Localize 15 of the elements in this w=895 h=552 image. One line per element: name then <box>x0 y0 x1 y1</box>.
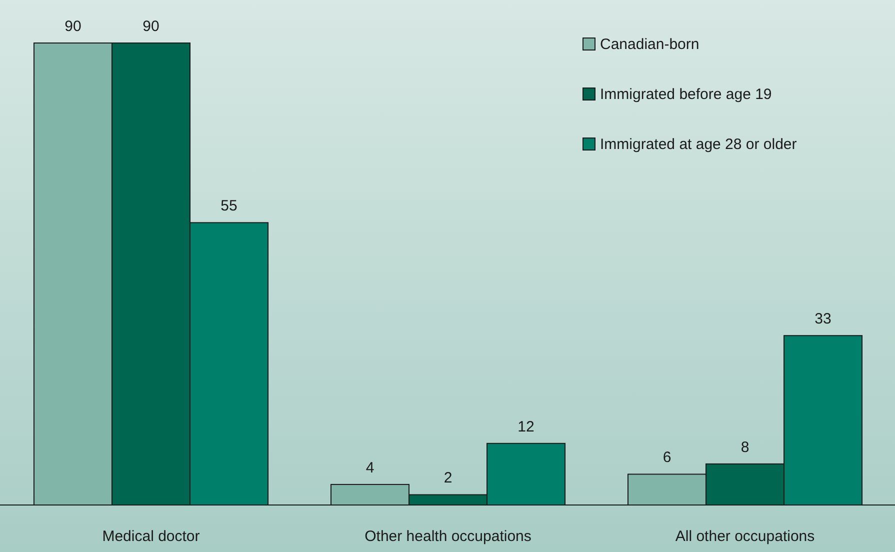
legend-label: Immigrated at age 28 or older <box>600 136 797 153</box>
data-label: 90 <box>64 18 82 35</box>
data-label: 12 <box>518 418 534 436</box>
legend-label: Canadian-born <box>600 36 700 53</box>
x-tick-label: Other health occupations <box>364 528 532 545</box>
data-label: 33 <box>814 310 832 328</box>
data-label: 8 <box>740 438 750 456</box>
x-tick-label: Medical doctor <box>102 528 200 545</box>
data-label: 2 <box>444 470 452 487</box>
x-tick-label: All other occupations <box>675 528 815 545</box>
data-label: 4 <box>366 459 374 476</box>
data-label: 90 <box>142 18 160 35</box>
data-label: 6 <box>662 449 672 466</box>
data-label: 55 <box>220 198 238 215</box>
legend-label: Immigrated before age 19 <box>600 86 772 103</box>
